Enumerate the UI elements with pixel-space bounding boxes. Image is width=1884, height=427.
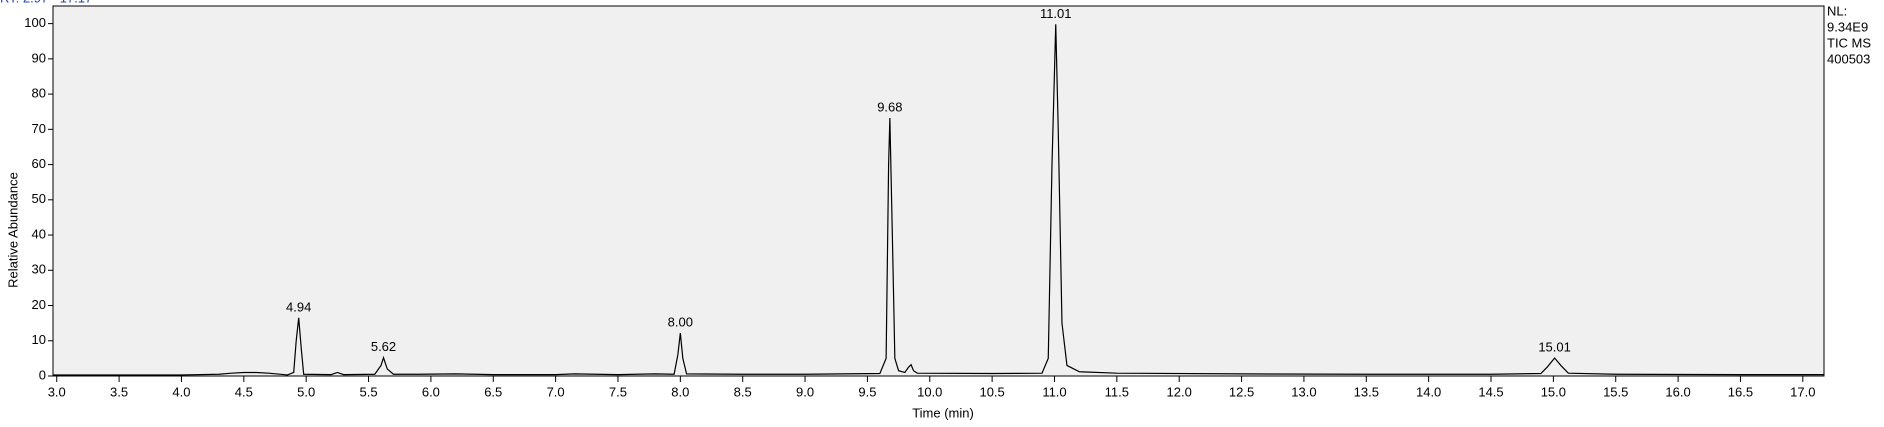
instrument-info: NL: <box>1827 3 1847 18</box>
x-tick-label: 11.0 <box>1042 384 1066 399</box>
plot-area <box>52 5 1825 377</box>
x-tick-label: 6.0 <box>422 384 440 399</box>
x-tick-label: 14.0 <box>1416 384 1441 399</box>
x-tick-label: 7.0 <box>547 384 565 399</box>
x-tick-label: 17.0 <box>1790 384 1815 399</box>
trace <box>53 24 1824 376</box>
x-tick-label: 5.0 <box>297 384 315 399</box>
x-tick-label: 4.5 <box>235 384 253 399</box>
y-tick-label: 80 <box>32 86 46 101</box>
x-tick-label: 12.0 <box>1167 384 1192 399</box>
y-tick-label: 70 <box>32 121 46 136</box>
x-tick-label: 3.0 <box>48 384 66 399</box>
y-axis-label: Relative Abundance <box>5 172 20 288</box>
x-tick-label: 8.5 <box>734 384 752 399</box>
x-tick-label: 10.5 <box>979 384 1004 399</box>
x-tick-label: 16.5 <box>1728 384 1753 399</box>
y-tick-label: 30 <box>32 262 46 277</box>
x-tick-label: 8.0 <box>671 384 689 399</box>
y-tick-label: 20 <box>32 297 46 312</box>
x-axis-label: Time (min) <box>912 405 974 420</box>
y-tick-label: 10 <box>32 332 46 347</box>
x-tick-label: 16.0 <box>1665 384 1690 399</box>
peak-label: 5.62 <box>371 339 396 354</box>
instrument-info: 9.34E9 <box>1827 19 1868 34</box>
x-tick-label: 11.5 <box>1105 384 1129 399</box>
x-tick-label: 3.5 <box>110 384 128 399</box>
x-tick-label: 7.5 <box>609 384 627 399</box>
y-tick-label: 0 <box>39 367 46 382</box>
y-tick-label: 50 <box>32 191 46 206</box>
peak-label: 11.01 <box>1040 6 1072 21</box>
x-tick-label: 12.5 <box>1229 384 1254 399</box>
x-tick-label: 5.5 <box>359 384 377 399</box>
x-tick-label: 9.5 <box>858 384 876 399</box>
y-tick-label: 40 <box>32 226 46 241</box>
x-tick-label: 15.5 <box>1603 384 1628 399</box>
y-tick-label: 60 <box>32 156 46 171</box>
x-tick-label: 15.0 <box>1541 384 1566 399</box>
x-tick-label: 9.0 <box>796 384 814 399</box>
y-tick-label: 100 <box>24 15 46 30</box>
instrument-info: TIC MS <box>1827 35 1871 50</box>
x-tick-label: 4.0 <box>172 384 190 399</box>
x-tick-label: 13.5 <box>1354 384 1379 399</box>
y-tick-label: 90 <box>32 50 46 65</box>
peak-label: 15.01 <box>1538 339 1571 354</box>
range-label: RT: 2.97 - 17.17 <box>0 0 92 5</box>
x-tick-label: 14.5 <box>1478 384 1503 399</box>
x-tick-label: 6.5 <box>484 384 502 399</box>
peak-label: 8.00 <box>668 314 693 329</box>
x-tick-label: 10.0 <box>917 384 942 399</box>
peak-label: 9.68 <box>877 99 902 114</box>
peak-label: 4.94 <box>286 299 311 314</box>
x-tick-label: 13.0 <box>1291 384 1316 399</box>
instrument-info: 400503 <box>1827 51 1870 66</box>
